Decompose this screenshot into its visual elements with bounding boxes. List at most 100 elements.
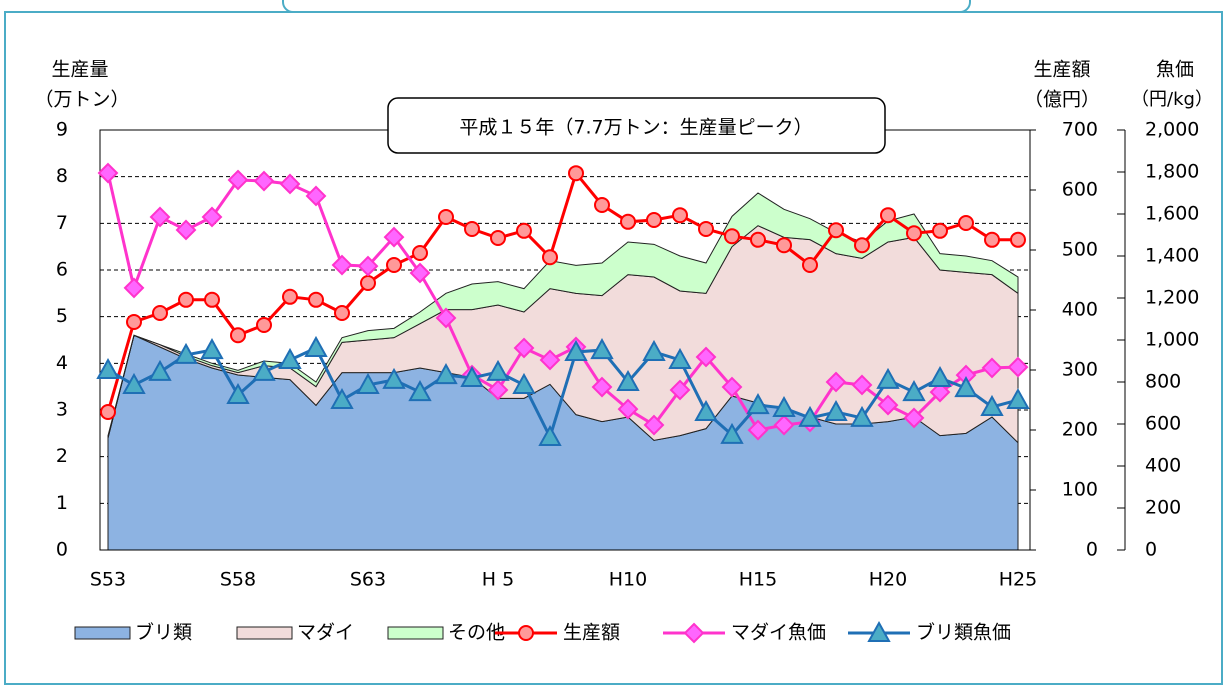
area bbox=[107, 192, 1019, 438]
x-tick-label: S58 bbox=[220, 569, 256, 591]
marker bbox=[357, 255, 379, 277]
y-axis-unit: （万トン） bbox=[34, 89, 129, 111]
marker bbox=[201, 206, 223, 228]
marker bbox=[828, 222, 844, 239]
marker bbox=[539, 349, 561, 371]
marker bbox=[409, 262, 431, 284]
marker bbox=[152, 305, 168, 321]
marker bbox=[282, 288, 298, 305]
marker bbox=[253, 170, 275, 192]
marker bbox=[851, 374, 873, 396]
marker bbox=[854, 237, 870, 254]
marker bbox=[672, 207, 688, 224]
marker bbox=[932, 222, 948, 239]
marker bbox=[568, 165, 584, 182]
x-tick-label: H10 bbox=[609, 569, 647, 591]
marker bbox=[590, 338, 614, 360]
marker bbox=[174, 342, 198, 364]
marker bbox=[591, 376, 613, 398]
marker bbox=[981, 357, 1003, 379]
marker bbox=[642, 339, 666, 361]
marker bbox=[746, 393, 770, 415]
y-tick-label: 3 bbox=[56, 399, 68, 421]
y2-tick-label: 700 bbox=[1062, 119, 1098, 141]
x-tick-label: H 5 bbox=[482, 569, 514, 591]
marker bbox=[773, 414, 795, 436]
marker bbox=[617, 398, 639, 420]
marker bbox=[798, 405, 822, 427]
marker bbox=[382, 367, 406, 389]
marker bbox=[694, 399, 718, 422]
marker bbox=[620, 213, 636, 230]
legend-label: その他 bbox=[448, 622, 505, 644]
y3-axis-unit: （円/kg） bbox=[1131, 89, 1213, 110]
marker bbox=[880, 207, 896, 224]
marker bbox=[460, 365, 484, 388]
marker bbox=[356, 372, 380, 394]
y3-tick-label: 1,600 bbox=[1145, 203, 1199, 225]
y-tick-label: 0 bbox=[56, 539, 68, 561]
marker bbox=[435, 307, 457, 329]
marker bbox=[227, 169, 249, 191]
marker bbox=[122, 372, 146, 394]
y3-tick-label: 2,000 bbox=[1145, 119, 1199, 141]
y2-axis-label: 生産額 bbox=[1033, 59, 1090, 81]
y-tick-label: 8 bbox=[56, 165, 68, 187]
marker bbox=[802, 257, 818, 273]
marker bbox=[279, 173, 301, 195]
y2-tick-label: 500 bbox=[1062, 239, 1098, 261]
marker bbox=[175, 219, 197, 241]
marker bbox=[278, 347, 302, 369]
marker bbox=[226, 382, 250, 405]
marker bbox=[669, 379, 691, 401]
marker bbox=[487, 379, 509, 401]
y-tick-label: 7 bbox=[56, 212, 68, 234]
y3-tick-label: 0 bbox=[1145, 539, 1157, 561]
marker bbox=[148, 359, 172, 381]
marker bbox=[721, 376, 743, 398]
marker bbox=[876, 367, 900, 389]
y2-axis-unit: （億円） bbox=[1024, 89, 1100, 111]
marker bbox=[334, 305, 350, 321]
marker bbox=[928, 365, 952, 388]
marker bbox=[490, 230, 506, 246]
x-tick-label: H20 bbox=[869, 569, 907, 591]
marker bbox=[256, 317, 272, 333]
plot bbox=[96, 129, 1031, 551]
marker bbox=[646, 212, 662, 228]
marker bbox=[386, 257, 402, 273]
marker bbox=[643, 414, 665, 436]
marker bbox=[434, 363, 458, 385]
marker bbox=[1006, 388, 1030, 410]
y3-tick-label: 200 bbox=[1145, 497, 1181, 519]
marker bbox=[96, 357, 120, 380]
legend-label: ブリ類 bbox=[135, 621, 192, 644]
marker bbox=[126, 314, 142, 330]
marker bbox=[980, 394, 1004, 416]
marker bbox=[929, 381, 951, 403]
marker bbox=[906, 225, 922, 242]
marker bbox=[412, 245, 428, 261]
y3-tick-label: 1,800 bbox=[1145, 161, 1199, 183]
marker bbox=[616, 369, 640, 391]
marker bbox=[698, 221, 714, 237]
x-tick-label: S63 bbox=[350, 569, 386, 591]
marker bbox=[824, 399, 848, 422]
marker bbox=[954, 376, 978, 398]
marker bbox=[984, 231, 1000, 248]
marker bbox=[230, 327, 246, 344]
y-tick-label: 1 bbox=[56, 492, 68, 514]
y3-axis-label: 魚価 bbox=[1156, 59, 1194, 81]
y2-tick-label: 300 bbox=[1062, 359, 1098, 381]
marker bbox=[513, 337, 535, 359]
marker bbox=[683, 622, 705, 644]
marker bbox=[958, 215, 974, 231]
marker bbox=[867, 620, 891, 642]
marker bbox=[383, 226, 405, 248]
marker bbox=[720, 422, 744, 444]
x-tick-label: S53 bbox=[90, 569, 126, 591]
y3-tick-label: 600 bbox=[1145, 413, 1181, 435]
y-tick-label: 9 bbox=[56, 119, 68, 141]
y3-tick-label: 800 bbox=[1145, 371, 1181, 393]
